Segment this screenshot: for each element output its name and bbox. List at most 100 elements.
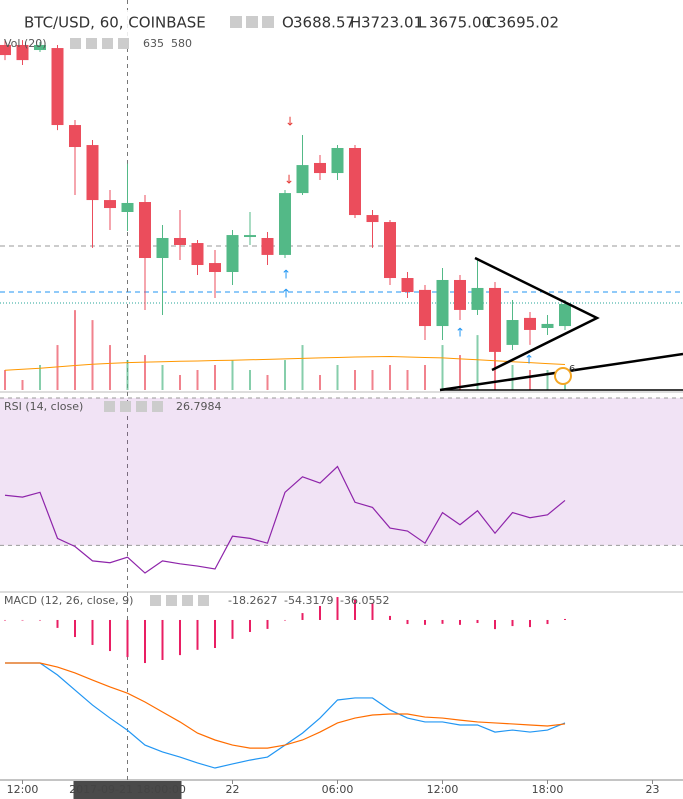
event-count: 6 — [569, 364, 575, 375]
candle-body — [541, 323, 554, 328]
volume-bar — [214, 365, 216, 390]
icon[interactable] — [120, 401, 131, 412]
volume-bar — [371, 370, 374, 390]
candle-body — [489, 287, 501, 352]
macd-histogram-bar — [354, 599, 356, 620]
icon[interactable] — [70, 38, 81, 49]
macd-histogram-bar — [319, 605, 321, 620]
event-marker[interactable] — [554, 367, 572, 385]
candle-body — [16, 44, 29, 61]
volume-bar — [179, 375, 181, 390]
rsi-title: RSI (14, close) — [4, 400, 83, 413]
candle-body — [34, 44, 46, 51]
candle-body — [51, 48, 64, 126]
macd-histogram-bar — [511, 619, 514, 627]
candle-body — [506, 320, 519, 345]
volume-bar — [494, 340, 496, 390]
macd-histogram-bar — [371, 602, 374, 620]
macd-histogram-bar — [179, 619, 181, 656]
rsi-reading: 26.7984 — [176, 400, 222, 413]
icon[interactable] — [166, 595, 177, 606]
icon[interactable] — [198, 595, 209, 606]
volume-bar — [91, 320, 94, 390]
volume-bar — [196, 370, 199, 390]
x-tick-label: 12:00 — [427, 783, 459, 796]
macd-histogram-bar — [301, 613, 304, 620]
ohlc-value: 3695.02 — [497, 14, 559, 32]
ohlc-name: L — [418, 14, 427, 32]
candle-body — [69, 125, 81, 148]
volume-bar — [354, 370, 356, 390]
macd-histogram-bar — [546, 619, 549, 625]
ohlc-value: 3688.57 — [293, 14, 355, 32]
macd-histogram-bar — [74, 619, 76, 638]
volume-bar — [301, 345, 304, 390]
volume-bar — [336, 365, 339, 390]
macd-reading: -54.3179 — [284, 594, 333, 607]
icon[interactable] — [150, 595, 161, 606]
macd-histogram-bar — [161, 619, 164, 660]
icon[interactable] — [118, 38, 129, 49]
macd-histogram-bar — [21, 619, 24, 621]
volume-bar — [476, 335, 479, 390]
macd-histogram-bar — [231, 619, 234, 639]
volume-bar — [319, 375, 321, 390]
candle-body — [331, 147, 344, 174]
ohlc-name: H — [350, 14, 361, 32]
volume-reading: 635 — [143, 37, 164, 50]
candle-body — [436, 279, 449, 327]
icon[interactable] — [246, 16, 258, 28]
ohlc-value: 3723.01 — [361, 14, 423, 32]
crosshair-label: 2017-09-21 18:00:00 — [69, 783, 186, 796]
volume-bar — [39, 365, 41, 390]
macd-signal-reading: -36.0552 — [340, 594, 389, 607]
volume-bar — [266, 375, 269, 390]
macd-histogram-bar — [389, 615, 391, 620]
macd-histogram-bar — [459, 619, 461, 625]
macd-histogram-bar — [424, 619, 426, 625]
icon[interactable] — [102, 38, 113, 49]
volume-bar — [249, 370, 251, 390]
volume-bar — [284, 360, 286, 390]
header-icons[interactable] — [230, 16, 274, 28]
candle-body — [156, 237, 169, 259]
candle-body — [226, 235, 239, 273]
icon[interactable] — [230, 16, 242, 28]
macd-histogram-bar — [126, 619, 129, 658]
signal-arrow: ↑ — [524, 353, 534, 367]
macd-signal-line — [5, 662, 566, 749]
candle-body — [349, 147, 361, 216]
macd-histogram-bar — [476, 619, 479, 624]
triangle-drawing[interactable] — [474, 256, 600, 372]
macd-histogram-bar — [284, 619, 286, 621]
candle-body — [419, 289, 431, 327]
macd-histogram-bar — [109, 619, 111, 652]
volume-bar — [529, 370, 531, 390]
icon[interactable] — [86, 38, 97, 49]
volume-bar — [441, 345, 444, 390]
volume-ma-line — [4, 356, 566, 371]
icon[interactable] — [104, 401, 115, 412]
x-tick-label: 18:00 — [532, 783, 564, 796]
candle-body — [314, 162, 326, 174]
candle-body — [401, 278, 414, 293]
icon[interactable] — [136, 401, 147, 412]
macd-histogram-bar — [336, 597, 339, 620]
icon[interactable] — [152, 401, 163, 412]
icon[interactable] — [182, 595, 193, 606]
ohlc-legend: O 3688.57H 3723.01L 3675.00C 3695.02 — [282, 14, 559, 32]
macd-histogram-bar — [56, 619, 59, 628]
signal-arrow: ↓ — [284, 173, 294, 187]
volume-bar — [161, 365, 164, 390]
volume-bar — [126, 360, 129, 390]
signal-arrow: ↑ — [281, 268, 291, 282]
candle-body — [279, 193, 291, 255]
candle-body — [384, 222, 396, 279]
candle-body — [191, 243, 204, 266]
icon[interactable] — [262, 16, 274, 28]
x-tick-label: 22 — [226, 783, 240, 796]
candle-body — [366, 215, 379, 223]
